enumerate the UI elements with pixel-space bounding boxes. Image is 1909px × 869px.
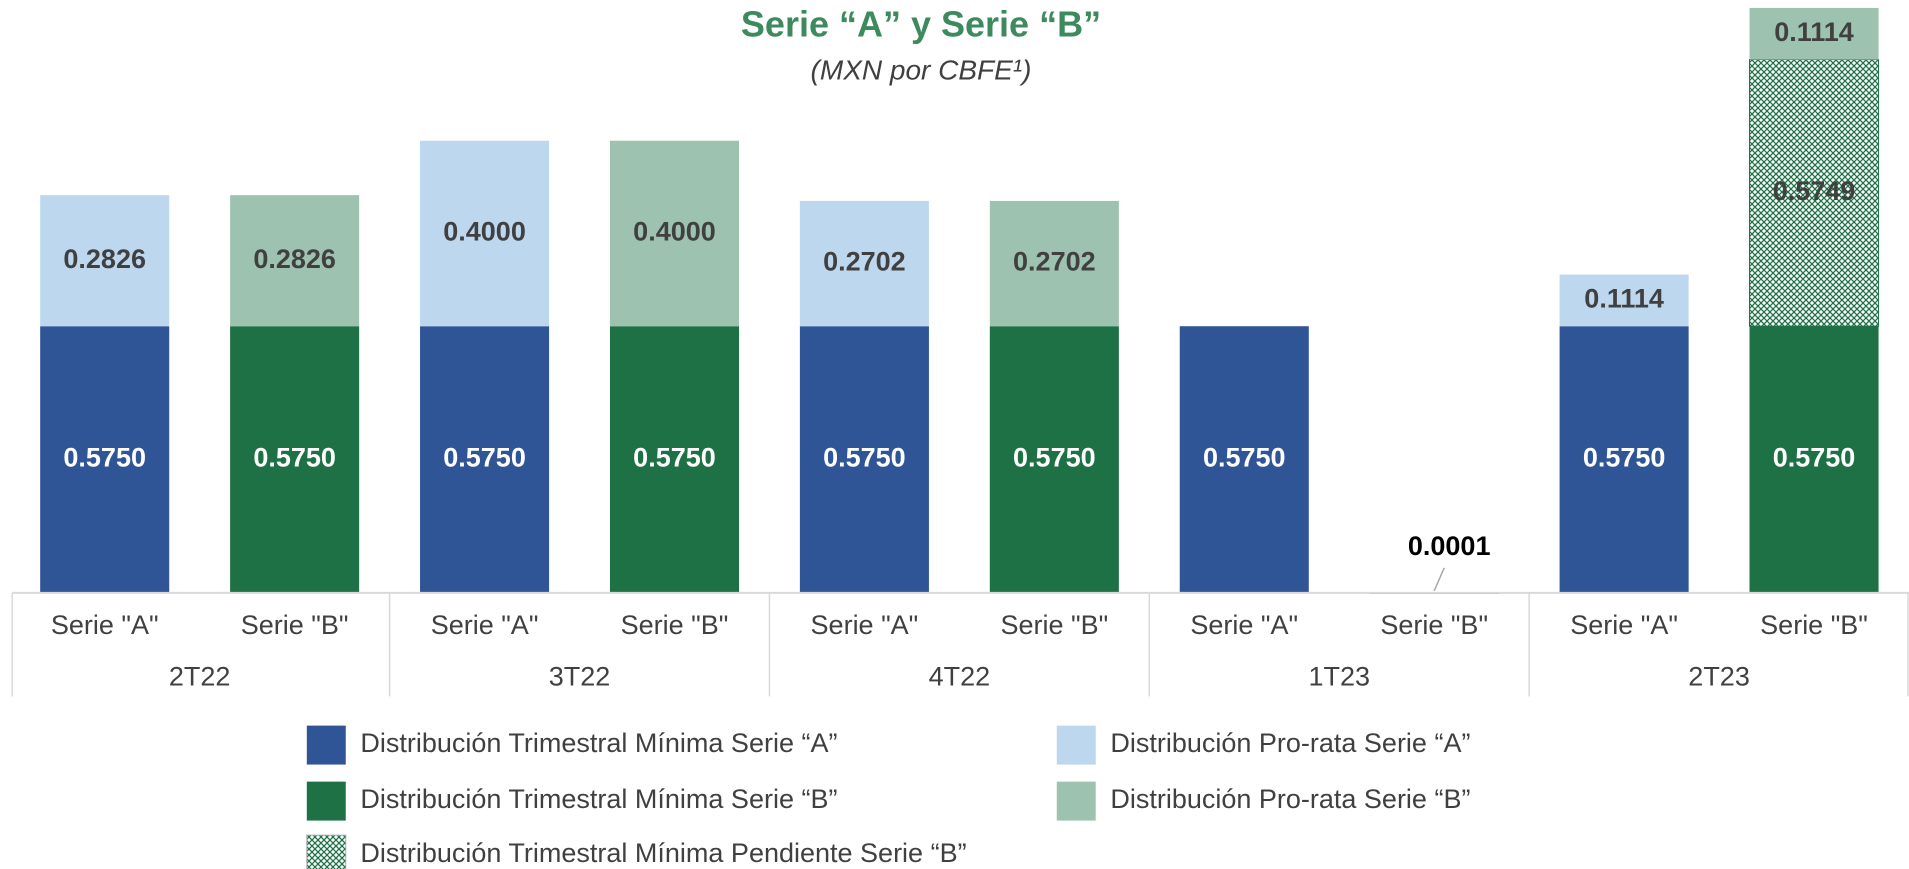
- bar-segment: [230, 195, 360, 327]
- legend-swatch: [306, 781, 346, 821]
- bar-segment: [1559, 274, 1689, 327]
- x-tick-label: Serie "A": [1570, 610, 1678, 640]
- bar-segment: [1749, 326, 1879, 593]
- data-label: 0.5750: [1583, 443, 1666, 473]
- data-label: 0.1114: [1774, 17, 1854, 47]
- bar-segment: [609, 140, 740, 327]
- bar-segment: [1749, 7, 1879, 60]
- data-label: 0.5750: [633, 443, 716, 473]
- bar-segment: [799, 326, 929, 593]
- data-label: 0.5749: [1773, 176, 1856, 206]
- data-label: 0.5750: [1773, 443, 1856, 473]
- legend-swatch: [306, 834, 347, 869]
- x-tick-label: Serie "B": [1760, 610, 1868, 640]
- bar-segment: [230, 326, 360, 593]
- data-label: 0.4000: [443, 217, 526, 247]
- data-label: 0.5750: [63, 443, 146, 473]
- chart-subtitle: (MXN por CBFE¹): [811, 54, 1032, 85]
- data-label: 0.2826: [253, 244, 336, 274]
- data-label: 0.2702: [823, 247, 906, 277]
- bar-segment: [609, 326, 740, 593]
- bar-segment: [40, 195, 170, 327]
- data-label: 0.1114: [1584, 284, 1664, 314]
- chart-title: Serie “A” y Serie “B”: [741, 4, 1101, 45]
- data-label: 0.5750: [443, 443, 526, 473]
- legend-label: Distribución Trimestral Mínima Serie “A”: [360, 728, 837, 758]
- legend-label: Distribución Pro-rata Serie “B”: [1110, 784, 1470, 814]
- group-label: 3T22: [549, 661, 611, 691]
- group-label: 4T22: [929, 661, 991, 691]
- data-label: 0.5750: [823, 443, 906, 473]
- legend-swatch: [1056, 781, 1096, 821]
- data-label: 0.5750: [1203, 443, 1286, 473]
- bar-segment: [1559, 326, 1689, 593]
- bar-segment: [420, 140, 550, 327]
- x-tick-label: Serie "B": [621, 610, 729, 640]
- data-label: 0.2826: [63, 244, 146, 274]
- bar-segment: [40, 326, 170, 593]
- bar-segment: [420, 326, 550, 593]
- legend-label: Distribución Trimestral Mínima Pendiente…: [360, 838, 966, 868]
- data-label: 0.5750: [1013, 443, 1096, 473]
- bar-segment: [1749, 59, 1880, 327]
- data-label: 0.5750: [253, 443, 336, 473]
- group-label: 1T23: [1308, 661, 1370, 691]
- legend-swatch: [306, 725, 346, 765]
- x-tick-label: Serie "A": [1190, 610, 1298, 640]
- bar-segment: [989, 200, 1119, 327]
- bar-segment: [799, 200, 929, 327]
- data-label: 0.2702: [1013, 247, 1096, 277]
- legend-label: Distribución Pro-rata Serie “A”: [1110, 728, 1470, 758]
- x-tick-label: Serie "B": [1380, 610, 1488, 640]
- bar-segment: [989, 326, 1119, 593]
- legend-swatch: [1056, 725, 1096, 765]
- group-label: 2T22: [169, 661, 231, 691]
- x-tick-label: Serie "A": [51, 610, 159, 640]
- x-tick-label: Serie "A": [811, 610, 919, 640]
- group-label: 2T23: [1688, 661, 1750, 691]
- x-tick-label: Serie "B": [241, 610, 349, 640]
- x-tick-label: Serie "A": [431, 610, 539, 640]
- data-label: 0.0001: [1408, 531, 1491, 561]
- bar-segment: [1179, 326, 1309, 593]
- x-tick-label: Serie "B": [1000, 610, 1108, 640]
- leader-line: [1433, 567, 1445, 592]
- legend-label: Distribución Trimestral Mínima Serie “B”: [360, 784, 837, 814]
- data-label: 0.4000: [633, 217, 716, 247]
